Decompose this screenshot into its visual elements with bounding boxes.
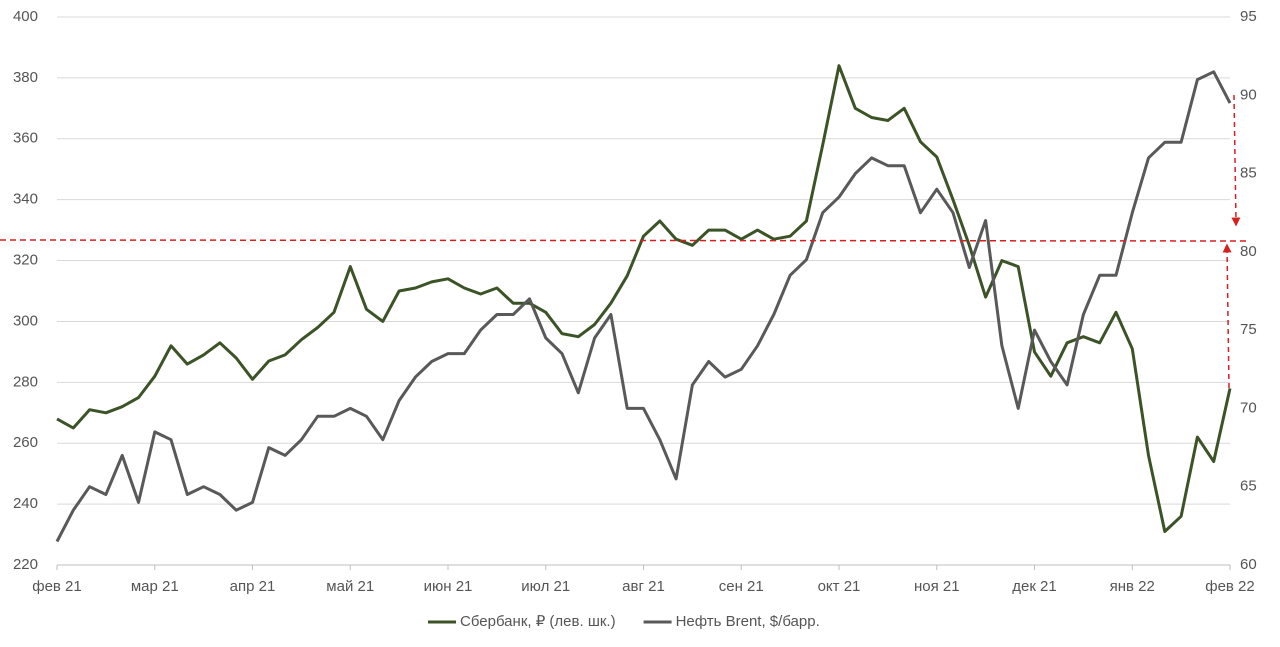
y-tick-label: 380 — [13, 69, 38, 86]
y2-tick-label: 60 — [1240, 556, 1257, 573]
x-tick-label: дек 21 — [1012, 578, 1057, 595]
y-tick-label: 360 — [13, 130, 38, 147]
x-tick-label: июл 21 — [521, 578, 570, 595]
reference-line — [0, 239, 1251, 242]
y2-tick-label: 70 — [1240, 399, 1257, 416]
x-tick-label: мар 21 — [131, 578, 179, 595]
arrow — [1222, 243, 1232, 389]
legend-label: Сбербанк, ₽ (лев. шк.) — [460, 613, 616, 630]
y-tick-label: 260 — [13, 434, 38, 451]
y-tick-label: 320 — [13, 252, 38, 269]
x-tick-label: фев 22 — [1205, 578, 1255, 595]
y-tick-label: 240 — [13, 495, 38, 512]
y2-tick-label: 65 — [1240, 478, 1257, 495]
y-tick-label: 300 — [13, 312, 38, 329]
series-line — [56, 64, 1232, 533]
x-tick-label: май 21 — [326, 578, 374, 595]
x-tick-label: авг 21 — [622, 578, 665, 595]
legend-label: Нефть Brent, $/барр. — [676, 613, 820, 630]
y2-tick-label: 80 — [1240, 243, 1257, 260]
y2-tick-label: 85 — [1240, 165, 1257, 182]
series-line — [55, 70, 1232, 543]
y-tick-label: 400 — [13, 8, 38, 25]
x-tick-label: окт 21 — [818, 578, 861, 595]
x-tick-label: сен 21 — [719, 578, 764, 595]
y-tick-label: 280 — [13, 373, 38, 390]
y-tick-label: 220 — [13, 556, 38, 573]
y-tick-label: 340 — [13, 191, 38, 208]
x-tick-label: фев 21 — [32, 578, 82, 595]
y2-tick-label: 95 — [1240, 8, 1257, 25]
y2-tick-label: 75 — [1240, 321, 1257, 338]
x-tick-label: янв 22 — [1110, 578, 1155, 595]
x-tick-label: ноя 21 — [914, 578, 960, 595]
y2-tick-label: 90 — [1240, 86, 1257, 103]
x-tick-label: июн 21 — [424, 578, 473, 595]
x-tick-label: апр 21 — [230, 578, 276, 595]
arrow — [1231, 94, 1241, 227]
